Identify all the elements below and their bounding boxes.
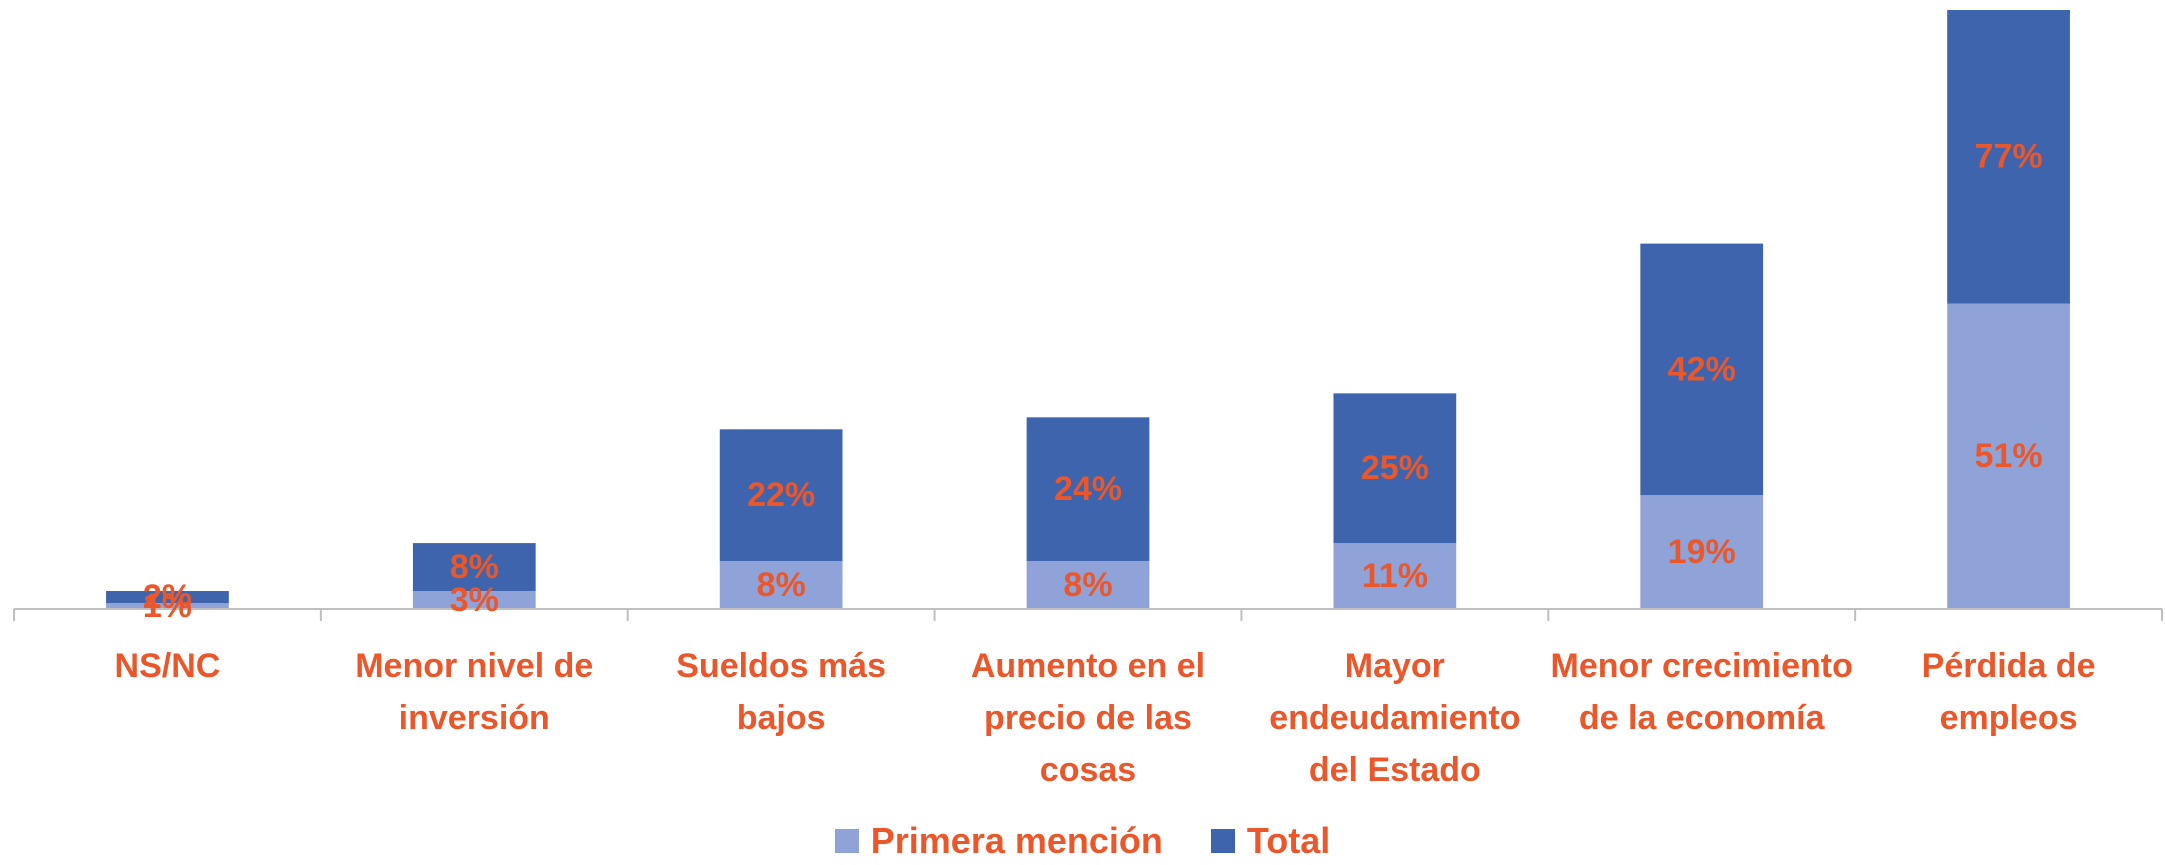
- x-tick-label: Menor crecimiento de la economía: [1550, 647, 1853, 737]
- legend-item: Total: [1210, 820, 1331, 862]
- x-tick-label: Pérdida de empleos: [1921, 647, 2096, 737]
- x-tick-label: NS/NC: [114, 647, 221, 685]
- bar-segment: [1333, 393, 1457, 544]
- bar-segment: [1947, 10, 2070, 304]
- x-tick-label: Menor nivel de inversión: [355, 647, 594, 737]
- plot-area: [106, 10, 2070, 609]
- data-label: 77%: [1975, 138, 2043, 176]
- data-label: 11%: [1362, 557, 1428, 595]
- data-label: 22%: [747, 476, 815, 514]
- bar-segment: [719, 429, 843, 562]
- x-tick-label: Aumento en el precio de las cosas: [970, 647, 1206, 789]
- bar-segment: [412, 591, 536, 609]
- data-label: 51%: [1975, 437, 2043, 475]
- data-label: 3%: [450, 581, 499, 619]
- data-label: 2%: [143, 578, 192, 616]
- bar-segment: [412, 543, 536, 592]
- bar-segment: [106, 603, 229, 609]
- x-tick-label: Mayor endeudamiento del Estado: [1269, 647, 1521, 789]
- data-label: 25%: [1361, 449, 1429, 487]
- data-label: 1%: [143, 587, 192, 625]
- bar-segment: [1640, 495, 1764, 609]
- bar-segment: [106, 591, 229, 604]
- data-label: 42%: [1668, 350, 1736, 388]
- legend: Primera mención Total: [0, 820, 2165, 862]
- bar-segment: [1026, 561, 1150, 609]
- data-label: 24%: [1054, 470, 1122, 508]
- legend-swatch: [834, 829, 859, 853]
- data-label: 8%: [1063, 566, 1112, 604]
- legend-label: Total: [1246, 820, 1331, 861]
- data-label: 19%: [1668, 533, 1736, 571]
- legend-item: Primera mención: [834, 820, 1163, 862]
- data-label: 8%: [757, 566, 806, 604]
- bar-segment: [1947, 303, 2070, 609]
- data-label: 8%: [450, 548, 499, 586]
- legend-swatch: [1210, 829, 1235, 853]
- bar-segment: [719, 561, 843, 609]
- legend-label: Primera mención: [870, 820, 1163, 861]
- x-tick-label: Sueldos más bajos: [676, 647, 886, 737]
- bar-segment: [1333, 543, 1457, 609]
- bar-segment: [1640, 243, 1764, 496]
- bar-segment: [1026, 417, 1150, 562]
